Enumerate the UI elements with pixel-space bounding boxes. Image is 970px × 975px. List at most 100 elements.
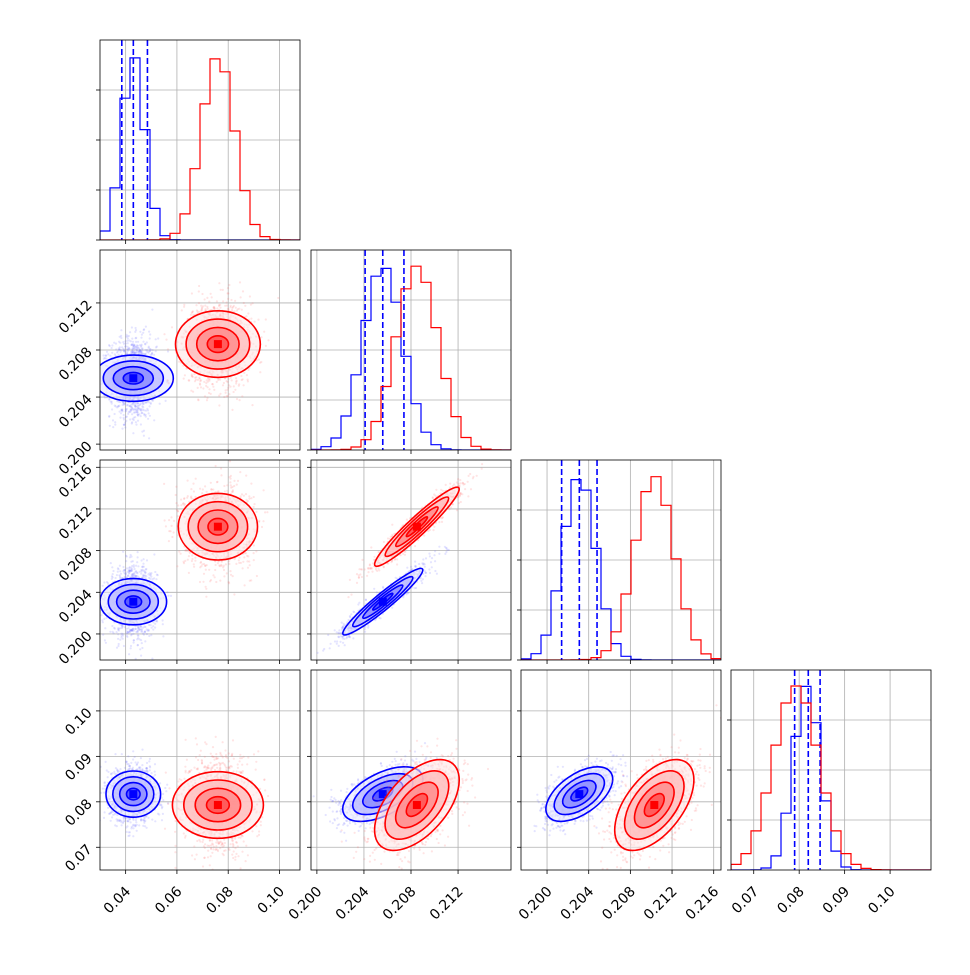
scatter-point — [230, 484, 232, 486]
scatter-point — [216, 381, 218, 383]
scatter-point — [111, 403, 113, 405]
scatter-point — [140, 423, 142, 425]
scatter-point — [218, 304, 220, 306]
scatter-point — [126, 571, 128, 573]
scatter-point — [250, 579, 252, 581]
scatter-point — [142, 406, 144, 408]
scatter-point — [201, 492, 203, 494]
scatter-point — [102, 634, 104, 636]
scatter-point — [133, 417, 135, 419]
scatter-point — [136, 344, 138, 346]
scatter-point — [135, 575, 137, 577]
scatter-point — [138, 638, 140, 640]
scatter-point — [116, 647, 118, 649]
scatter-point — [168, 382, 170, 384]
scatter-point — [122, 638, 124, 640]
scatter-point — [226, 395, 228, 397]
scatter-point — [247, 567, 249, 569]
scatter-point — [126, 630, 128, 632]
scatter-point — [208, 392, 210, 394]
scatter-point — [143, 634, 145, 636]
scatter-point — [149, 415, 151, 417]
scatter-point — [228, 284, 230, 286]
scatter-point — [206, 306, 208, 308]
scatter-point — [199, 383, 201, 385]
scatter-point — [121, 428, 123, 430]
scatter-point — [227, 381, 229, 383]
scatter-point — [202, 305, 204, 307]
scatter-point — [232, 306, 234, 308]
scatter-point — [254, 321, 256, 323]
panel-0-0 — [96, 40, 300, 244]
scatter-point — [137, 405, 139, 407]
scatter-point — [121, 409, 123, 411]
scatter-point — [138, 627, 140, 629]
scatter-point — [115, 577, 117, 579]
scatter-point — [121, 346, 123, 348]
scatter-point — [152, 621, 154, 623]
scatter-point — [132, 345, 134, 347]
scatter-point — [120, 335, 122, 337]
density-peak — [129, 598, 137, 606]
scatter-point — [141, 566, 143, 568]
scatter-point — [121, 635, 123, 637]
scatter-point — [149, 405, 151, 407]
scatter-point — [233, 385, 235, 387]
scatter-point — [235, 307, 237, 309]
scatter-point — [238, 385, 240, 387]
scatter-point — [183, 304, 185, 306]
scatter-point — [210, 488, 212, 490]
scatter-point — [151, 353, 153, 355]
scatter-point — [135, 421, 137, 423]
scatter-point — [114, 405, 116, 407]
scatter-point — [251, 404, 253, 406]
scatter-point — [199, 488, 201, 490]
scatter-point — [143, 575, 145, 577]
scatter-point — [114, 424, 116, 426]
scatter-point — [137, 411, 139, 413]
scatter-point — [184, 374, 186, 376]
scatter-point — [126, 340, 128, 342]
scatter-point — [146, 351, 148, 353]
scatter-point — [220, 289, 222, 291]
scatter-point — [148, 412, 150, 414]
scatter-point — [135, 341, 137, 343]
scatter-point — [204, 305, 206, 307]
scatter-point — [134, 408, 136, 410]
scatter-point — [111, 352, 113, 354]
scatter-point — [123, 414, 125, 416]
scatter-point — [239, 399, 241, 401]
panel-1-1 — [307, 250, 511, 454]
scatter-point — [155, 346, 157, 348]
scatter-point — [141, 642, 143, 644]
scatter-point — [223, 396, 225, 398]
scatter-point — [149, 350, 151, 352]
scatter-point — [141, 334, 143, 336]
scatter-point — [228, 560, 230, 562]
scatter-point — [244, 305, 246, 307]
scatter-point — [197, 398, 199, 400]
scatter-point — [130, 344, 132, 346]
scatter-point — [103, 618, 105, 620]
scatter-point — [165, 525, 167, 527]
scatter-point — [240, 375, 242, 377]
scatter-point — [212, 386, 214, 388]
scatter-point — [111, 408, 113, 410]
scatter-point — [173, 531, 175, 533]
scatter-point — [155, 338, 157, 340]
scatter-point — [165, 339, 167, 341]
scatter-point — [180, 553, 182, 555]
scatter-point — [119, 351, 121, 353]
scatter-point — [124, 426, 126, 428]
scatter-point — [131, 421, 133, 423]
scatter-point — [119, 570, 121, 572]
scatter-point — [107, 582, 109, 584]
scatter-point — [233, 391, 235, 393]
scatter-point — [126, 416, 128, 418]
scatter-point — [126, 334, 128, 336]
scatter-point — [191, 554, 193, 556]
scatter-point — [148, 635, 150, 637]
scatter-point — [224, 490, 226, 492]
scatter-point — [119, 639, 121, 641]
scatter-point — [131, 326, 133, 328]
